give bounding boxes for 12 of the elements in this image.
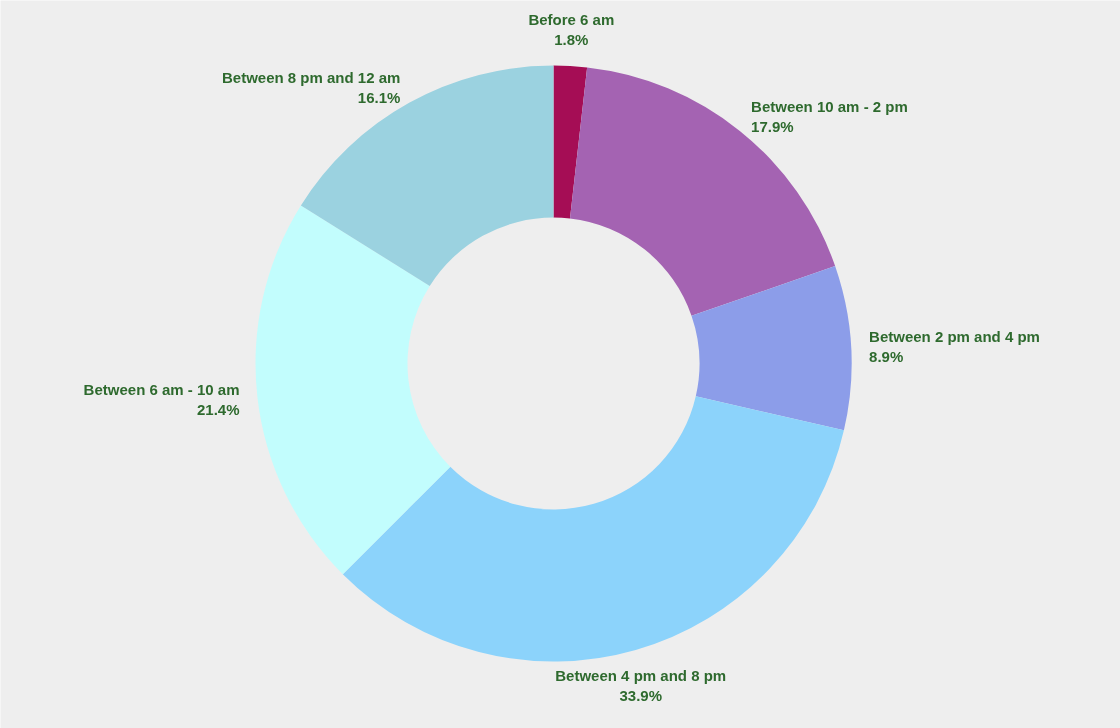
slice-label: Between 2 pm and 4 pm: [869, 328, 1040, 346]
data-label: 17.9%: [751, 118, 794, 136]
slice-label: Between 6 am - 10 am: [83, 380, 240, 398]
data-label: 1.8%: [554, 31, 589, 49]
slice-label: Between 8 pm and 12 am: [222, 68, 401, 86]
data-label: 33.9%: [619, 687, 662, 705]
slice-label: Between 4 pm and 8 pm: [555, 667, 727, 685]
slice-label: Before 6 am: [528, 11, 615, 29]
data-label: 16.1%: [357, 88, 401, 106]
data-label: 21.4%: [196, 400, 240, 418]
slice-label: Between 10 am - 2 pm: [751, 98, 908, 116]
data-label: 8.9%: [869, 348, 904, 366]
